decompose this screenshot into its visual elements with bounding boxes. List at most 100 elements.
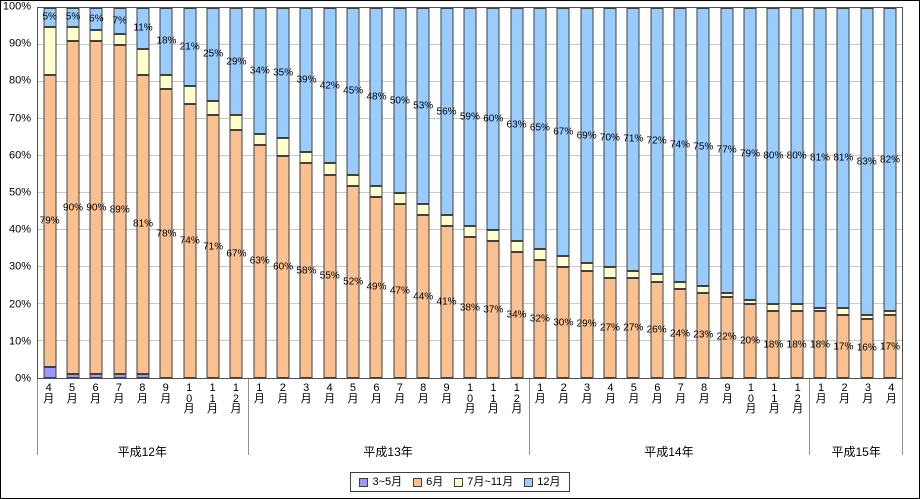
bar-segment-series-2 <box>253 133 267 145</box>
x-tick-char: 1 <box>186 382 193 394</box>
bar-slot: 18% 80% <box>762 8 785 378</box>
x-tick-char: 月 <box>768 403 780 415</box>
bar-segment-series-2 <box>486 230 500 242</box>
x-tick-char: 1 <box>537 382 544 394</box>
bar-segment-series-3 <box>836 8 850 308</box>
x-tick-char: 2 <box>279 382 286 394</box>
bar-segment-series-2 <box>136 48 150 75</box>
data-label: 81% <box>833 152 854 164</box>
x-tick-char: 0 <box>186 392 193 405</box>
legend-label: 7月~11月 <box>467 476 514 488</box>
bar-segment-series-2 <box>159 74 173 90</box>
data-label: 60% <box>483 113 504 125</box>
stacked-bar <box>369 8 383 378</box>
data-label: 20% <box>739 335 760 347</box>
bar-segment-series-1 <box>720 296 734 378</box>
x-tick-char: 9 <box>443 382 450 394</box>
x-tick-char: 1 <box>771 392 778 405</box>
bar-segment-series-2 <box>276 137 290 156</box>
bar-slot: 49% 48% <box>365 8 388 378</box>
bar-segment-series-2 <box>673 281 687 290</box>
data-label: 27% <box>623 322 644 334</box>
legend-item-series-2: 7月~11月 <box>454 476 513 488</box>
data-label: 39% <box>296 74 317 86</box>
y-tick-label: 80% <box>8 74 31 87</box>
data-label: 83% <box>856 156 877 168</box>
x-tick-char: 3 <box>303 382 310 394</box>
bar-segment-series-2 <box>603 267 617 279</box>
bars: 79% 5% 90% 5% 90% 6% 89% 7% 81% 11% 78% 18% 74% 21% 71… <box>38 8 902 378</box>
data-label: 38% <box>459 302 480 314</box>
x-tick-char: 月 <box>604 392 616 405</box>
bar-segment-series-3 <box>393 8 407 194</box>
bar-segment-series-3 <box>556 8 570 256</box>
bar-segment-series-3 <box>673 8 687 282</box>
x-tick-char: 月 <box>862 392 874 405</box>
bar-segment-series-2 <box>206 100 220 116</box>
stacked-bar <box>743 8 757 378</box>
bar-segment-series-1 <box>603 278 617 378</box>
data-label: 69% <box>576 130 597 142</box>
bar-slot: 34% 63% <box>505 8 528 378</box>
bar-slot: 26% 72% <box>645 8 668 378</box>
bar-segment-series-1 <box>253 144 267 378</box>
x-tick-char: 月 <box>885 392 897 405</box>
stacked-bar <box>836 8 850 378</box>
data-label: 60% <box>273 261 294 273</box>
bar-segment-series-3 <box>603 8 617 268</box>
bar-segment-series-1 <box>416 215 430 378</box>
bar-segment-series-1 <box>66 41 80 375</box>
data-label: 80% <box>786 150 807 162</box>
x-tick-char: 8 <box>701 382 708 394</box>
y-tick-label: 0% <box>15 372 31 385</box>
x-tick-char: 0 <box>747 392 754 405</box>
bar-segment-series-2 <box>89 30 103 42</box>
x-tick-char: 月 <box>628 392 640 405</box>
x-tick-char: 月 <box>394 392 406 405</box>
bar-segment-series-2 <box>43 26 57 75</box>
year-separator <box>809 379 811 455</box>
x-tick-char: 7 <box>115 382 122 394</box>
bar-segment-series-2 <box>183 85 197 105</box>
bar-segment-series-3 <box>276 8 290 138</box>
data-label: 25% <box>203 48 224 60</box>
data-label: 81% <box>810 152 831 164</box>
data-label: 53% <box>413 100 434 112</box>
year-labels: 平成12年 平成13年 平成14年 平成15年 <box>37 443 903 459</box>
stacked-bar <box>159 8 173 378</box>
bar-segment-series-2 <box>743 300 757 304</box>
bar-segment-series-2 <box>696 285 710 293</box>
x-tick-char: 月 <box>277 392 289 405</box>
x-tick-char: 月 <box>324 392 336 405</box>
data-label: 70% <box>599 132 620 143</box>
bar-segment-series-1 <box>883 315 897 378</box>
bar-segment-series-1 <box>766 311 780 378</box>
bar-segment-series-2 <box>346 174 360 186</box>
x-tick-char: 5 <box>69 382 76 394</box>
bar-slot: 27% 70% <box>598 8 621 378</box>
bar-segment-series-3 <box>416 8 430 205</box>
bar-segment-series-3 <box>206 8 220 101</box>
bar-slot: 89% 7% <box>108 8 131 378</box>
x-tick-char: 月 <box>66 392 78 405</box>
bar-segment-series-2 <box>766 304 780 312</box>
x-tick-char: 2 <box>232 392 240 405</box>
stacked-bar <box>580 8 594 378</box>
bar-segment-series-1 <box>463 237 477 378</box>
legend-item-series-3: 12月 <box>524 476 561 488</box>
data-label: 32% <box>529 313 550 325</box>
y-tick-label: 10% <box>8 335 31 348</box>
bar-segment-series-1 <box>276 156 290 378</box>
y-tick-label: 100% <box>2 0 31 13</box>
bar-segment-series-3 <box>533 8 547 249</box>
legend-label: 3~5月 <box>372 476 403 488</box>
stacked-bar <box>346 8 360 378</box>
